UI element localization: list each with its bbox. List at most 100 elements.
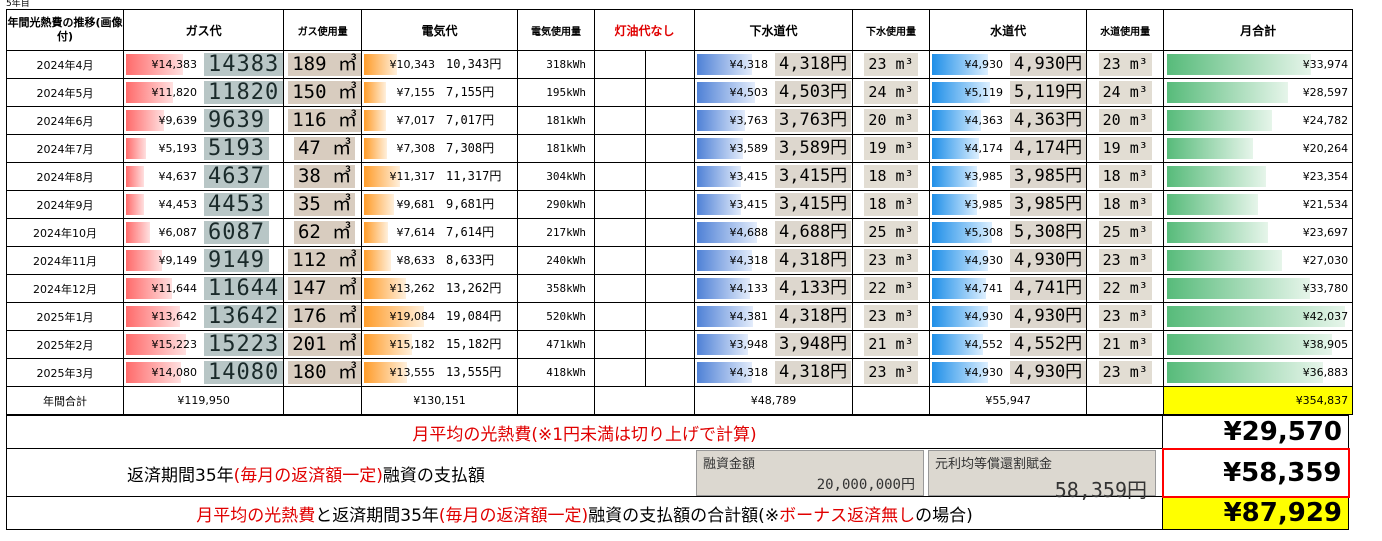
gas-usage-text: 150 ㎥ (288, 81, 361, 104)
electric-receipt-image: 10,343円 (438, 52, 517, 78)
gas-split: ¥9,639 9639 (125, 108, 283, 134)
electric-cell: ¥19,084 19,084円 (361, 302, 518, 331)
gas-value: ¥4,637 (158, 170, 198, 183)
electric-receipt-image: 7,614円 (438, 220, 517, 246)
electric-value: ¥7,614 (396, 226, 436, 239)
sewer-receipt-text: 3,948円 (775, 333, 852, 356)
kerosene-cell (594, 134, 695, 163)
electric-receipt-text: 19,084円 (446, 309, 502, 323)
water-usage-image: 18 m³ (1088, 164, 1163, 190)
average-row: 月平均の光熱費(※1円未満は切り上げで計算) ¥29,570 (6, 415, 1349, 449)
gas-amount: ¥14,080 (125, 360, 200, 386)
gas-cell: ¥14,080 14080 (122, 358, 285, 387)
water-split: ¥4,930 4,930円 (931, 360, 1086, 386)
annual-kerosene (594, 386, 695, 415)
electric-receipt-text: 13,555円 (446, 365, 502, 379)
water-usage-image: 22 m³ (1088, 276, 1163, 302)
electric-receipt-text: 8,633円 (446, 253, 495, 267)
sewer-cell: ¥4,318 4,318円 (694, 50, 853, 79)
gas-bar (126, 82, 173, 103)
header-kerosene: 灯油代なし (594, 9, 695, 51)
electric-receipt-image: 13,262円 (438, 276, 517, 302)
annual-water-usage (1086, 386, 1165, 415)
electric-usage: 471kWh (517, 330, 595, 359)
electric-usage: 181kWh (517, 106, 595, 135)
sewer-usage-text: 20 m³ (864, 109, 918, 132)
sewer-usage-image: 25 m³ (854, 220, 929, 246)
loan-amount-stamp: 融資金額 20,000,000円 (696, 450, 924, 496)
month-total: ¥21,534 (1165, 192, 1352, 218)
loan-row: 返済期間35年(毎月の返済額一定)融資の支払額 融資金額 20,000,000円… (6, 447, 1350, 502)
gas-cell: ¥6,087 6087 (122, 218, 285, 247)
water-usage-text: 25 m³ (1098, 221, 1152, 244)
gas-usage-image: 62 ㎥ (285, 220, 361, 246)
water-usage-cell: 25 m³ (1086, 218, 1165, 247)
sewer-amount: ¥3,948 (696, 332, 772, 358)
sewer-amount: ¥4,688 (696, 220, 772, 246)
month-total-cell: ¥38,905 (1163, 330, 1354, 359)
kerosene-split (645, 359, 694, 386)
annual-water: ¥55,947 (928, 386, 1088, 415)
water-split: ¥4,363 4,363円 (931, 108, 1086, 134)
electric-receipt-text: 7,155円 (446, 85, 495, 99)
sewer-receipt-image: 3,415円 (771, 164, 852, 190)
water-receipt-text: 4,930円 (1010, 249, 1086, 272)
water-usage-text: 22 m³ (1098, 277, 1152, 300)
gas-receipt-image: 11820 (200, 80, 283, 106)
kerosene-cell (594, 218, 695, 247)
water-usage-image: 25 m³ (1088, 220, 1163, 246)
water-receipt-text: 4,741円 (1010, 277, 1086, 300)
electric-amount: ¥7,155 (363, 80, 439, 106)
sewer-split: ¥3,415 3,415円 (696, 192, 852, 218)
sewer-usage-image: 18 m³ (854, 192, 929, 218)
gas-receipt-image: 6087 (200, 220, 283, 246)
electric-bar (364, 138, 387, 159)
electric-amount: ¥15,182 (363, 332, 439, 358)
kerosene-cell (594, 190, 695, 219)
water-amount: ¥3,985 (931, 164, 1006, 190)
gas-usage-text: 116 ㎥ (288, 109, 361, 132)
gas-usage-cell: 201 ㎥ (283, 330, 362, 359)
sewer-cell: ¥4,318 4,318円 (694, 246, 853, 275)
water-usage-cell: 18 m³ (1086, 162, 1165, 191)
sewer-split: ¥3,589 3,589円 (696, 136, 852, 162)
water-split: ¥4,552 4,552円 (931, 332, 1086, 358)
electric-value: ¥8,633 (396, 254, 436, 267)
kerosene-split (645, 303, 694, 330)
sewer-split: ¥4,318 4,318円 (696, 248, 852, 274)
sewer-usage-cell: 20 m³ (852, 106, 930, 135)
sewer-receipt-text: 3,589円 (775, 137, 852, 160)
water-value: ¥4,930 (964, 310, 1004, 323)
gas-split: ¥13,642 13642 (125, 304, 283, 330)
month-total-cell: ¥28,597 (1163, 78, 1354, 107)
water-receipt-text: 4,363円 (1010, 109, 1086, 132)
sewer-usage-image: 18 m³ (854, 164, 929, 190)
electric-value: ¥7,017 (396, 114, 436, 127)
gas-cell: ¥14,383 14383 (122, 50, 285, 79)
annual-label: 年間合計 (6, 386, 124, 415)
electric-usage: 358kWh (517, 274, 595, 303)
gas-receipt-text: 4637 (204, 165, 269, 188)
month-label: 2025年3月 (6, 358, 124, 387)
electric-split: ¥7,614 7,614円 (363, 220, 517, 246)
water-split: ¥4,930 4,930円 (931, 248, 1086, 274)
month-total: ¥27,030 (1165, 248, 1352, 274)
kerosene-cell (594, 50, 695, 79)
month-label: 2025年2月 (6, 330, 124, 359)
sewer-receipt-text: 3,763円 (775, 109, 852, 132)
sewer-value: ¥4,503 (729, 86, 769, 99)
table-row: 2025年3月 ¥14,080 14080 180 ㎥ ¥13,555 13,555円 41… (6, 358, 1354, 387)
electric-cell: ¥13,262 13,262円 (361, 274, 518, 303)
water-value: ¥3,985 (964, 170, 1004, 183)
sewer-value: ¥3,589 (729, 142, 769, 155)
month-total: ¥28,597 (1165, 80, 1352, 106)
gas-receipt-text: 9149 (204, 249, 269, 272)
electric-split: ¥11,317 11,317円 (363, 164, 517, 190)
sewer-receipt-text: 4,318円 (775, 249, 852, 272)
electric-amount: ¥7,308 (363, 136, 439, 162)
gas-receipt-text: 4453 (204, 193, 269, 216)
kerosene-cell (594, 246, 695, 275)
sewer-usage-cell: 18 m³ (852, 190, 930, 219)
gas-bar (126, 362, 182, 383)
sewer-value: ¥4,318 (729, 366, 769, 379)
